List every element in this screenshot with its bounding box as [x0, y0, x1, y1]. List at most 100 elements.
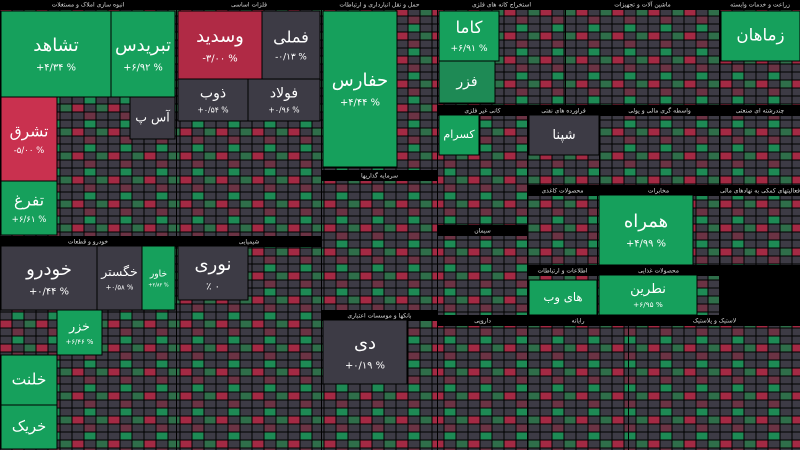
sector-background — [720, 116, 800, 185]
tile — [528, 114, 600, 156]
sector-title: زراعت و خدمات وابسته — [730, 2, 790, 9]
tile-change: +۶/۶۱ % — [12, 215, 47, 225]
tile-change: +۰/۴۴ % — [29, 287, 69, 298]
sector-title: انبوه سازی املاک و مستغلات — [52, 1, 125, 9]
tile — [322, 319, 408, 385]
tile-change: -۳/۰۰ % — [202, 54, 237, 65]
sector-title: سرمایه گذاریها — [361, 172, 398, 180]
sector-title: مخابرات — [648, 188, 669, 195]
tile — [247, 78, 321, 122]
tile — [141, 245, 176, 311]
tile-change: +۲/۸۲ % — [148, 282, 169, 288]
sector-background — [528, 196, 597, 265]
tile-change: +۶/۹۲ % — [123, 62, 163, 73]
tile — [0, 180, 58, 236]
sector-background — [322, 181, 437, 310]
sector-title: کانی غیر فلزی — [464, 108, 500, 115]
tile — [261, 10, 321, 80]
tile-name: شپنا — [552, 128, 575, 143]
tile-name: خگستر — [100, 264, 137, 280]
tile — [177, 10, 263, 80]
tile — [0, 245, 98, 311]
sector-background — [600, 116, 719, 185]
tile — [56, 309, 103, 356]
tile — [177, 245, 249, 301]
sector-background — [438, 236, 527, 315]
tile-name: فزر — [455, 74, 477, 90]
sector-title: شیمیایی — [239, 239, 260, 246]
tile — [438, 114, 480, 156]
tile-name: تشاهد — [33, 35, 79, 56]
tile-name: خلنت — [12, 371, 47, 389]
sector-title: فعالیتهای کمکی به نهادهای مالی — [720, 188, 800, 195]
tile-change: +۰/۵۸ % — [106, 283, 134, 291]
tile — [96, 245, 143, 311]
tile-change: +۶/۹۱ % — [450, 43, 487, 54]
sector-background — [629, 326, 800, 450]
tile-name: فولاد — [270, 86, 298, 102]
sector-title: واسطه گری مالی و پولی — [628, 107, 691, 115]
tile-name: همراه — [624, 211, 668, 232]
tile-name: خریک — [12, 418, 46, 435]
tile-change: -۵/۰۰ % — [14, 146, 45, 156]
tile-name: وسدید — [196, 26, 244, 47]
tile-name: کسرام — [443, 128, 475, 141]
sector-title: دارویی — [474, 318, 491, 325]
sector-title: اطلاعات و ارتباطات — [538, 268, 588, 275]
tile-name: فملی — [273, 27, 309, 46]
sector-title: رایانه — [572, 318, 585, 325]
tile-name: نوری — [194, 254, 231, 275]
tile-name: نطرین — [630, 282, 666, 297]
tile — [598, 194, 694, 266]
tile-change: -۰/۱۳ % — [275, 53, 307, 63]
tile-name: آس پ — [135, 110, 170, 126]
tile — [0, 10, 112, 98]
sector-background — [720, 196, 800, 265]
tile — [177, 78, 249, 122]
tiles: تشاهد +۴/۳۴ % تبریدس +۶/۹۲ % تشرق -۵/۰۰ % تفرغ… — [0, 10, 800, 450]
sector-title: فراورده های نفتی — [541, 108, 586, 115]
tile — [598, 274, 698, 316]
sector-title: ماشین آلات و تجهیزات — [614, 0, 671, 9]
sector-title: فلزات اساسی — [231, 2, 267, 9]
tile-change: ٪ ۰ — [206, 282, 220, 293]
tile-name: حفارس — [332, 70, 388, 91]
tile-name: خودرو — [25, 259, 72, 280]
sector-title: حمل و نقل انبارداری و ارتباطات — [339, 2, 420, 9]
sector-title: محصولات کاغذی — [541, 188, 583, 195]
tile — [438, 60, 496, 104]
tile-change: +۰/۱۹ % — [345, 361, 385, 372]
sector-title: لاستیک و پلاستیک — [693, 318, 736, 325]
tile-name: کاما — [455, 18, 482, 37]
tile — [720, 10, 800, 62]
tile-change: +۴/۳۴ % — [36, 63, 76, 74]
tile — [129, 96, 176, 140]
sector-background — [566, 10, 719, 105]
sector-background — [528, 326, 628, 450]
sector-title: بانکها و موسسات اعتباری — [347, 313, 411, 320]
tile-change: +۰/۹۶ % — [268, 106, 299, 115]
tile-name: تفرغ — [14, 192, 44, 211]
sector-background — [438, 326, 527, 450]
tile-name: خزر — [68, 318, 90, 334]
sector-title: سیمان — [474, 228, 491, 235]
tile-change: +۰/۵۴ % — [197, 106, 228, 115]
sector-title: خودرو و قطعات — [68, 239, 108, 246]
tile-change: +۴/۹۹ % — [626, 239, 666, 250]
tile — [0, 404, 58, 450]
tile-change: +۶/۴۶ % — [66, 338, 94, 346]
tile-change: +۴/۴۴ % — [340, 98, 380, 109]
tile-name: زماهان — [736, 26, 784, 45]
tile-name: تبریدس — [115, 36, 171, 56]
tile — [110, 10, 176, 98]
tile — [322, 10, 398, 168]
tile — [438, 10, 500, 62]
tile-name: های وب — [543, 290, 582, 305]
tile-name: ذوب — [200, 86, 226, 102]
tile-name: خاور — [149, 268, 167, 279]
tile — [0, 96, 58, 182]
sector-title: چندرشته ای صنعتی — [736, 108, 785, 115]
sector-title: استخراج کانه های فلزی — [472, 2, 531, 9]
tile-name: تشرق — [10, 123, 49, 142]
